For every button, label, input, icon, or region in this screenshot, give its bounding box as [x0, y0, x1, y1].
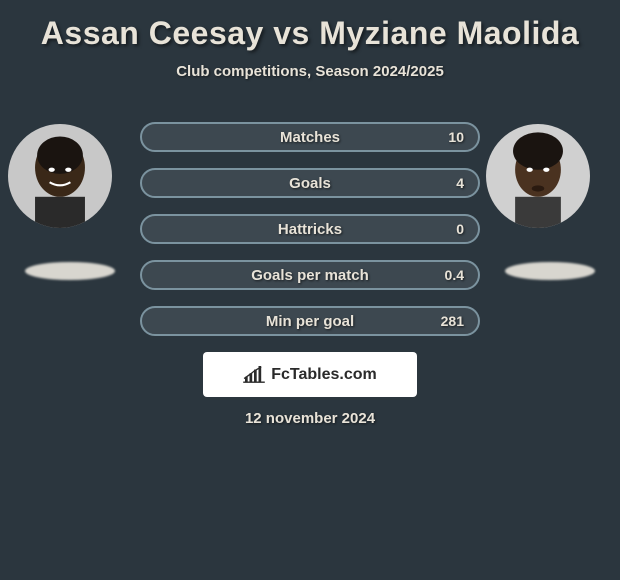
stat-bar-goals: Goals 4	[140, 168, 480, 198]
stat-value: 0.4	[445, 267, 464, 283]
stat-bar-min-per-goal: Min per goal 281	[140, 306, 480, 336]
avatar-image-left	[8, 124, 112, 228]
comparison-card: Assan Ceesay vs Myziane Maolida Club com…	[0, 0, 620, 580]
chart-icon	[243, 366, 265, 384]
player-right-avatar	[486, 124, 590, 228]
stat-value: 10	[448, 129, 464, 145]
stat-bar-matches: Matches 10	[140, 122, 480, 152]
branding-text: FcTables.com	[271, 366, 377, 384]
stat-label: Min per goal	[266, 313, 354, 330]
subtitle: Club competitions, Season 2024/2025	[0, 63, 620, 80]
avatar-shadow-left	[25, 262, 115, 280]
avatar-image-right	[486, 124, 590, 228]
stat-value: 281	[441, 313, 464, 329]
stat-bar-hattricks: Hattricks 0	[140, 214, 480, 244]
page-title: Assan Ceesay vs Myziane Maolida	[0, 15, 620, 52]
stat-bar-goals-per-match: Goals per match 0.4	[140, 260, 480, 290]
branding-badge: FcTables.com	[203, 352, 417, 397]
stat-label: Matches	[280, 129, 340, 146]
date-text: 12 november 2024	[0, 410, 620, 427]
avatar-shadow-right	[505, 262, 595, 280]
stat-label: Hattricks	[278, 221, 342, 238]
stat-label: Goals per match	[251, 267, 369, 284]
stats-list: Matches 10 Goals 4 Hattricks 0 Goals per…	[140, 122, 480, 352]
stat-value: 0	[456, 221, 464, 237]
stat-label: Goals	[289, 175, 331, 192]
stat-value: 4	[456, 175, 464, 191]
player-left-avatar	[8, 124, 112, 228]
